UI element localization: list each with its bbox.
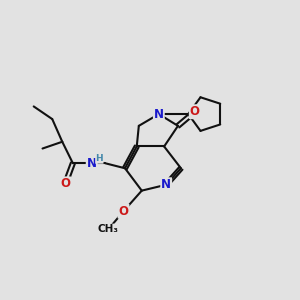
Text: O: O [190, 105, 200, 118]
Text: CH₃: CH₃ [98, 224, 119, 235]
Text: N: N [161, 178, 171, 191]
Text: H: H [95, 154, 103, 163]
Text: N: N [87, 157, 97, 170]
Text: O: O [118, 205, 128, 218]
Text: N: N [154, 108, 164, 121]
Text: O: O [60, 177, 70, 190]
